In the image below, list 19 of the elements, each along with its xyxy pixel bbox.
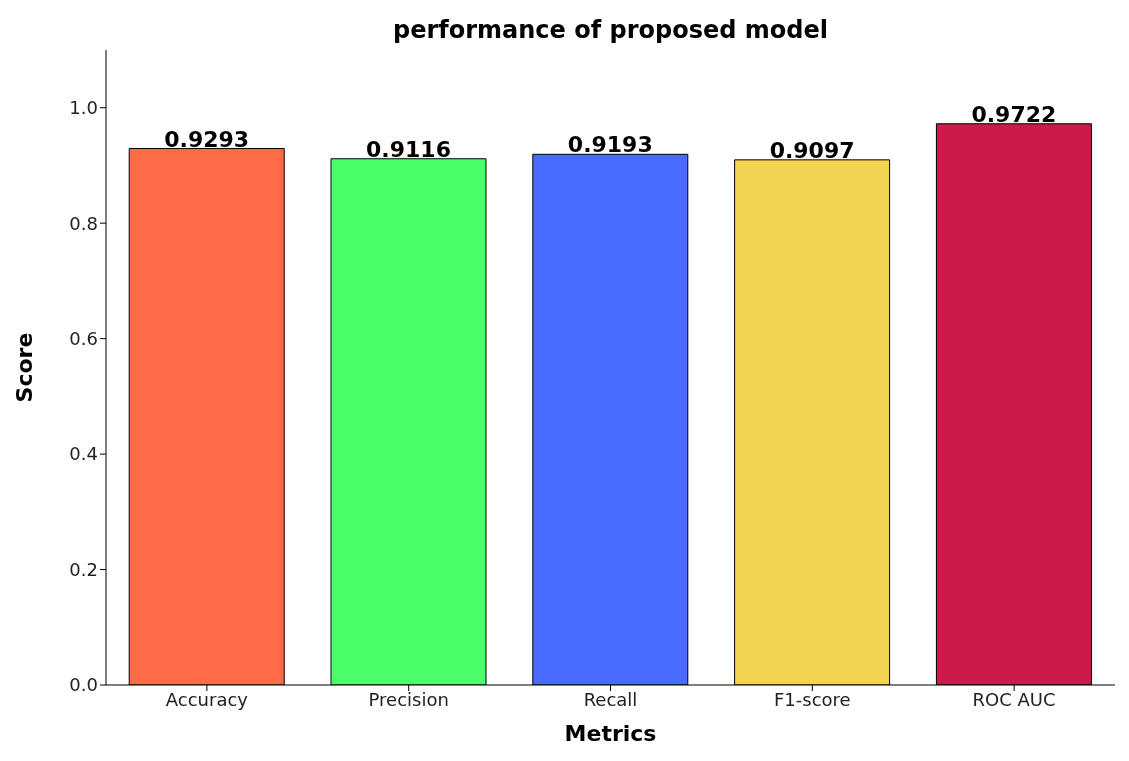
y-tick-label: 1.0 [69,97,98,119]
data-label: 0.9193 [567,132,653,158]
data-label: 0.9116 [366,136,451,162]
y-tick-label: 0.2 [69,558,98,580]
x-axis-title: Metrics [564,721,657,746]
chart-title: performance of proposed model [392,16,829,44]
x-tick-label: Recall [583,688,638,710]
y-tick-label: 0.8 [69,212,98,234]
y-tick-label: 0.0 [69,674,98,696]
x-tick-label: F1-score [773,688,851,710]
y-tick-label: 0.4 [69,443,98,465]
x-tick-label: Precision [368,688,449,710]
data-label: 0.9097 [769,137,855,163]
x-tick-label: ROC AUC [972,688,1056,710]
y-tick-label: 0.6 [69,328,98,350]
data-label: 0.9722 [971,101,1057,127]
y-axis-title: Score [11,332,37,403]
data-label: 0.9293 [164,126,250,152]
x-tick-label: Accuracy [165,688,249,710]
